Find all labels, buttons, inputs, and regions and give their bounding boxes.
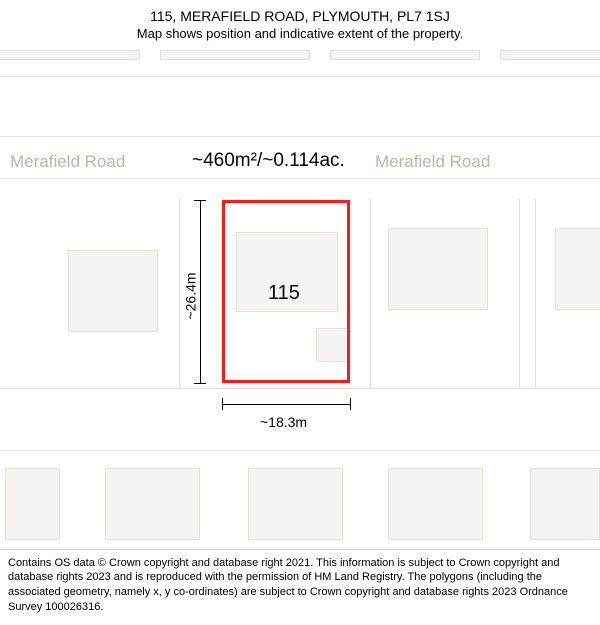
house-number: 115 xyxy=(268,282,300,305)
dim-tick xyxy=(194,383,206,384)
page-subtitle: Map shows position and indicative extent… xyxy=(0,26,600,41)
area-label: ~460m²/~0.114ac. xyxy=(192,150,345,172)
dim-line xyxy=(200,200,201,383)
header: 115, MERAFIELD ROAD, PLYMOUTH, PL7 1SJ M… xyxy=(0,0,600,45)
dim-tick xyxy=(222,398,223,410)
dim-label-height: ~26.4m xyxy=(183,272,199,319)
plot-boundary xyxy=(500,50,600,60)
building xyxy=(105,468,200,540)
building xyxy=(555,228,600,310)
building xyxy=(388,468,483,540)
building xyxy=(68,250,158,332)
road-label: Merafield Road xyxy=(10,152,125,172)
building xyxy=(388,228,488,310)
dim-tick xyxy=(350,398,351,410)
footer-copyright: Contains OS data © Crown copyright and d… xyxy=(0,549,600,625)
dim-line xyxy=(222,404,350,405)
dim-label-width: ~18.3m xyxy=(260,414,307,430)
plot-boundary xyxy=(0,50,140,60)
map-line xyxy=(0,136,600,137)
map-line xyxy=(0,178,600,179)
page-title: 115, MERAFIELD ROAD, PLYMOUTH, PL7 1SJ xyxy=(0,8,600,24)
dim-tick xyxy=(194,200,206,201)
road-label: Merafield Road xyxy=(375,152,490,172)
plot-boundary xyxy=(160,50,310,60)
map-line xyxy=(0,76,600,77)
building xyxy=(5,468,60,540)
map-area: Merafield Road Merafield Road ~460m²/~0.11… xyxy=(0,50,600,560)
plot-boundary xyxy=(330,50,480,60)
building xyxy=(248,468,343,540)
map-line xyxy=(0,388,600,389)
building xyxy=(530,468,600,540)
